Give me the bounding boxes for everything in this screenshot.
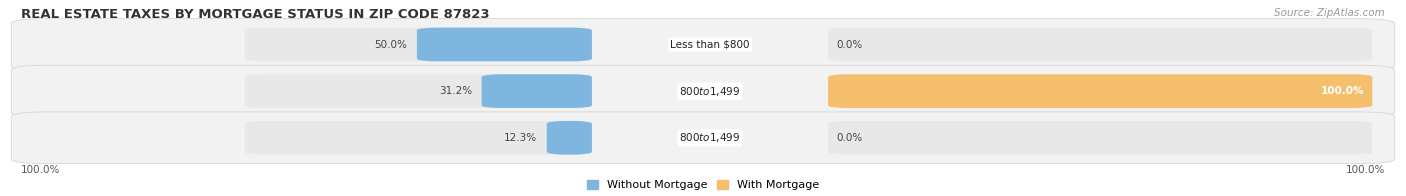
FancyBboxPatch shape (11, 19, 1395, 70)
Text: 100.0%: 100.0% (1320, 86, 1364, 96)
Text: $800 to $1,499: $800 to $1,499 (679, 131, 741, 144)
FancyBboxPatch shape (828, 74, 1372, 108)
Text: 12.3%: 12.3% (503, 133, 537, 143)
Legend: Without Mortgage, With Mortgage: Without Mortgage, With Mortgage (588, 180, 818, 191)
Text: 100.0%: 100.0% (1346, 165, 1385, 175)
FancyBboxPatch shape (245, 121, 592, 155)
Text: 31.2%: 31.2% (439, 86, 472, 96)
Text: 0.0%: 0.0% (837, 133, 863, 143)
FancyBboxPatch shape (828, 74, 1372, 108)
Text: REAL ESTATE TAXES BY MORTGAGE STATUS IN ZIP CODE 87823: REAL ESTATE TAXES BY MORTGAGE STATUS IN … (21, 8, 489, 21)
FancyBboxPatch shape (416, 28, 592, 61)
Text: Less than $800: Less than $800 (671, 40, 749, 50)
FancyBboxPatch shape (11, 112, 1395, 164)
FancyBboxPatch shape (828, 121, 1372, 155)
FancyBboxPatch shape (245, 74, 592, 108)
Text: 50.0%: 50.0% (374, 40, 408, 50)
FancyBboxPatch shape (482, 74, 592, 108)
Text: Source: ZipAtlas.com: Source: ZipAtlas.com (1274, 8, 1385, 18)
Text: $800 to $1,499: $800 to $1,499 (679, 85, 741, 98)
FancyBboxPatch shape (828, 28, 1372, 61)
Text: 0.0%: 0.0% (837, 40, 863, 50)
FancyBboxPatch shape (11, 65, 1395, 117)
Text: 100.0%: 100.0% (21, 165, 60, 175)
FancyBboxPatch shape (245, 28, 592, 61)
FancyBboxPatch shape (547, 121, 592, 155)
